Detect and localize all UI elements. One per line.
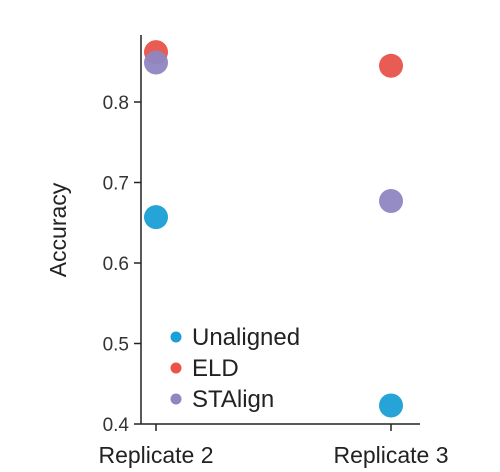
x-tick-label: Replicate 2: [98, 442, 213, 468]
point-eld-3: [379, 53, 403, 78]
y-tick-label: 0.5: [103, 335, 129, 356]
legend-swatch-eld: [170, 362, 182, 374]
legend-label-unaligned: Unaligned: [192, 324, 300, 351]
y-tick-label: 0.7: [103, 174, 129, 195]
x-ticks: Replicate 2 Replicate 3: [98, 424, 449, 468]
x-tick-label: Replicate 3: [333, 442, 448, 468]
data-points: [144, 40, 403, 418]
legend-label-eld: ELD: [192, 355, 239, 382]
y-tick-label: 0.8: [103, 93, 129, 114]
axes: [140, 35, 420, 425]
y-tick-label: 0.4: [103, 415, 130, 436]
y-axis-label: Accuracy: [45, 182, 71, 277]
y-tick-label: 0.6: [103, 254, 129, 275]
legend-label-stalign: STAlign: [192, 386, 274, 413]
point-unaligned-2: [144, 205, 168, 230]
legend: Unaligned ELD STAlign: [170, 324, 300, 413]
point-stalign-2: [144, 50, 168, 75]
point-stalign-3: [379, 189, 403, 214]
legend-swatch-unaligned: [170, 331, 182, 343]
y-ticks: 0.4 0.5 0.6 0.7 0.8: [103, 93, 141, 436]
legend-swatch-stalign: [170, 393, 182, 405]
point-unaligned-3: [379, 393, 403, 418]
